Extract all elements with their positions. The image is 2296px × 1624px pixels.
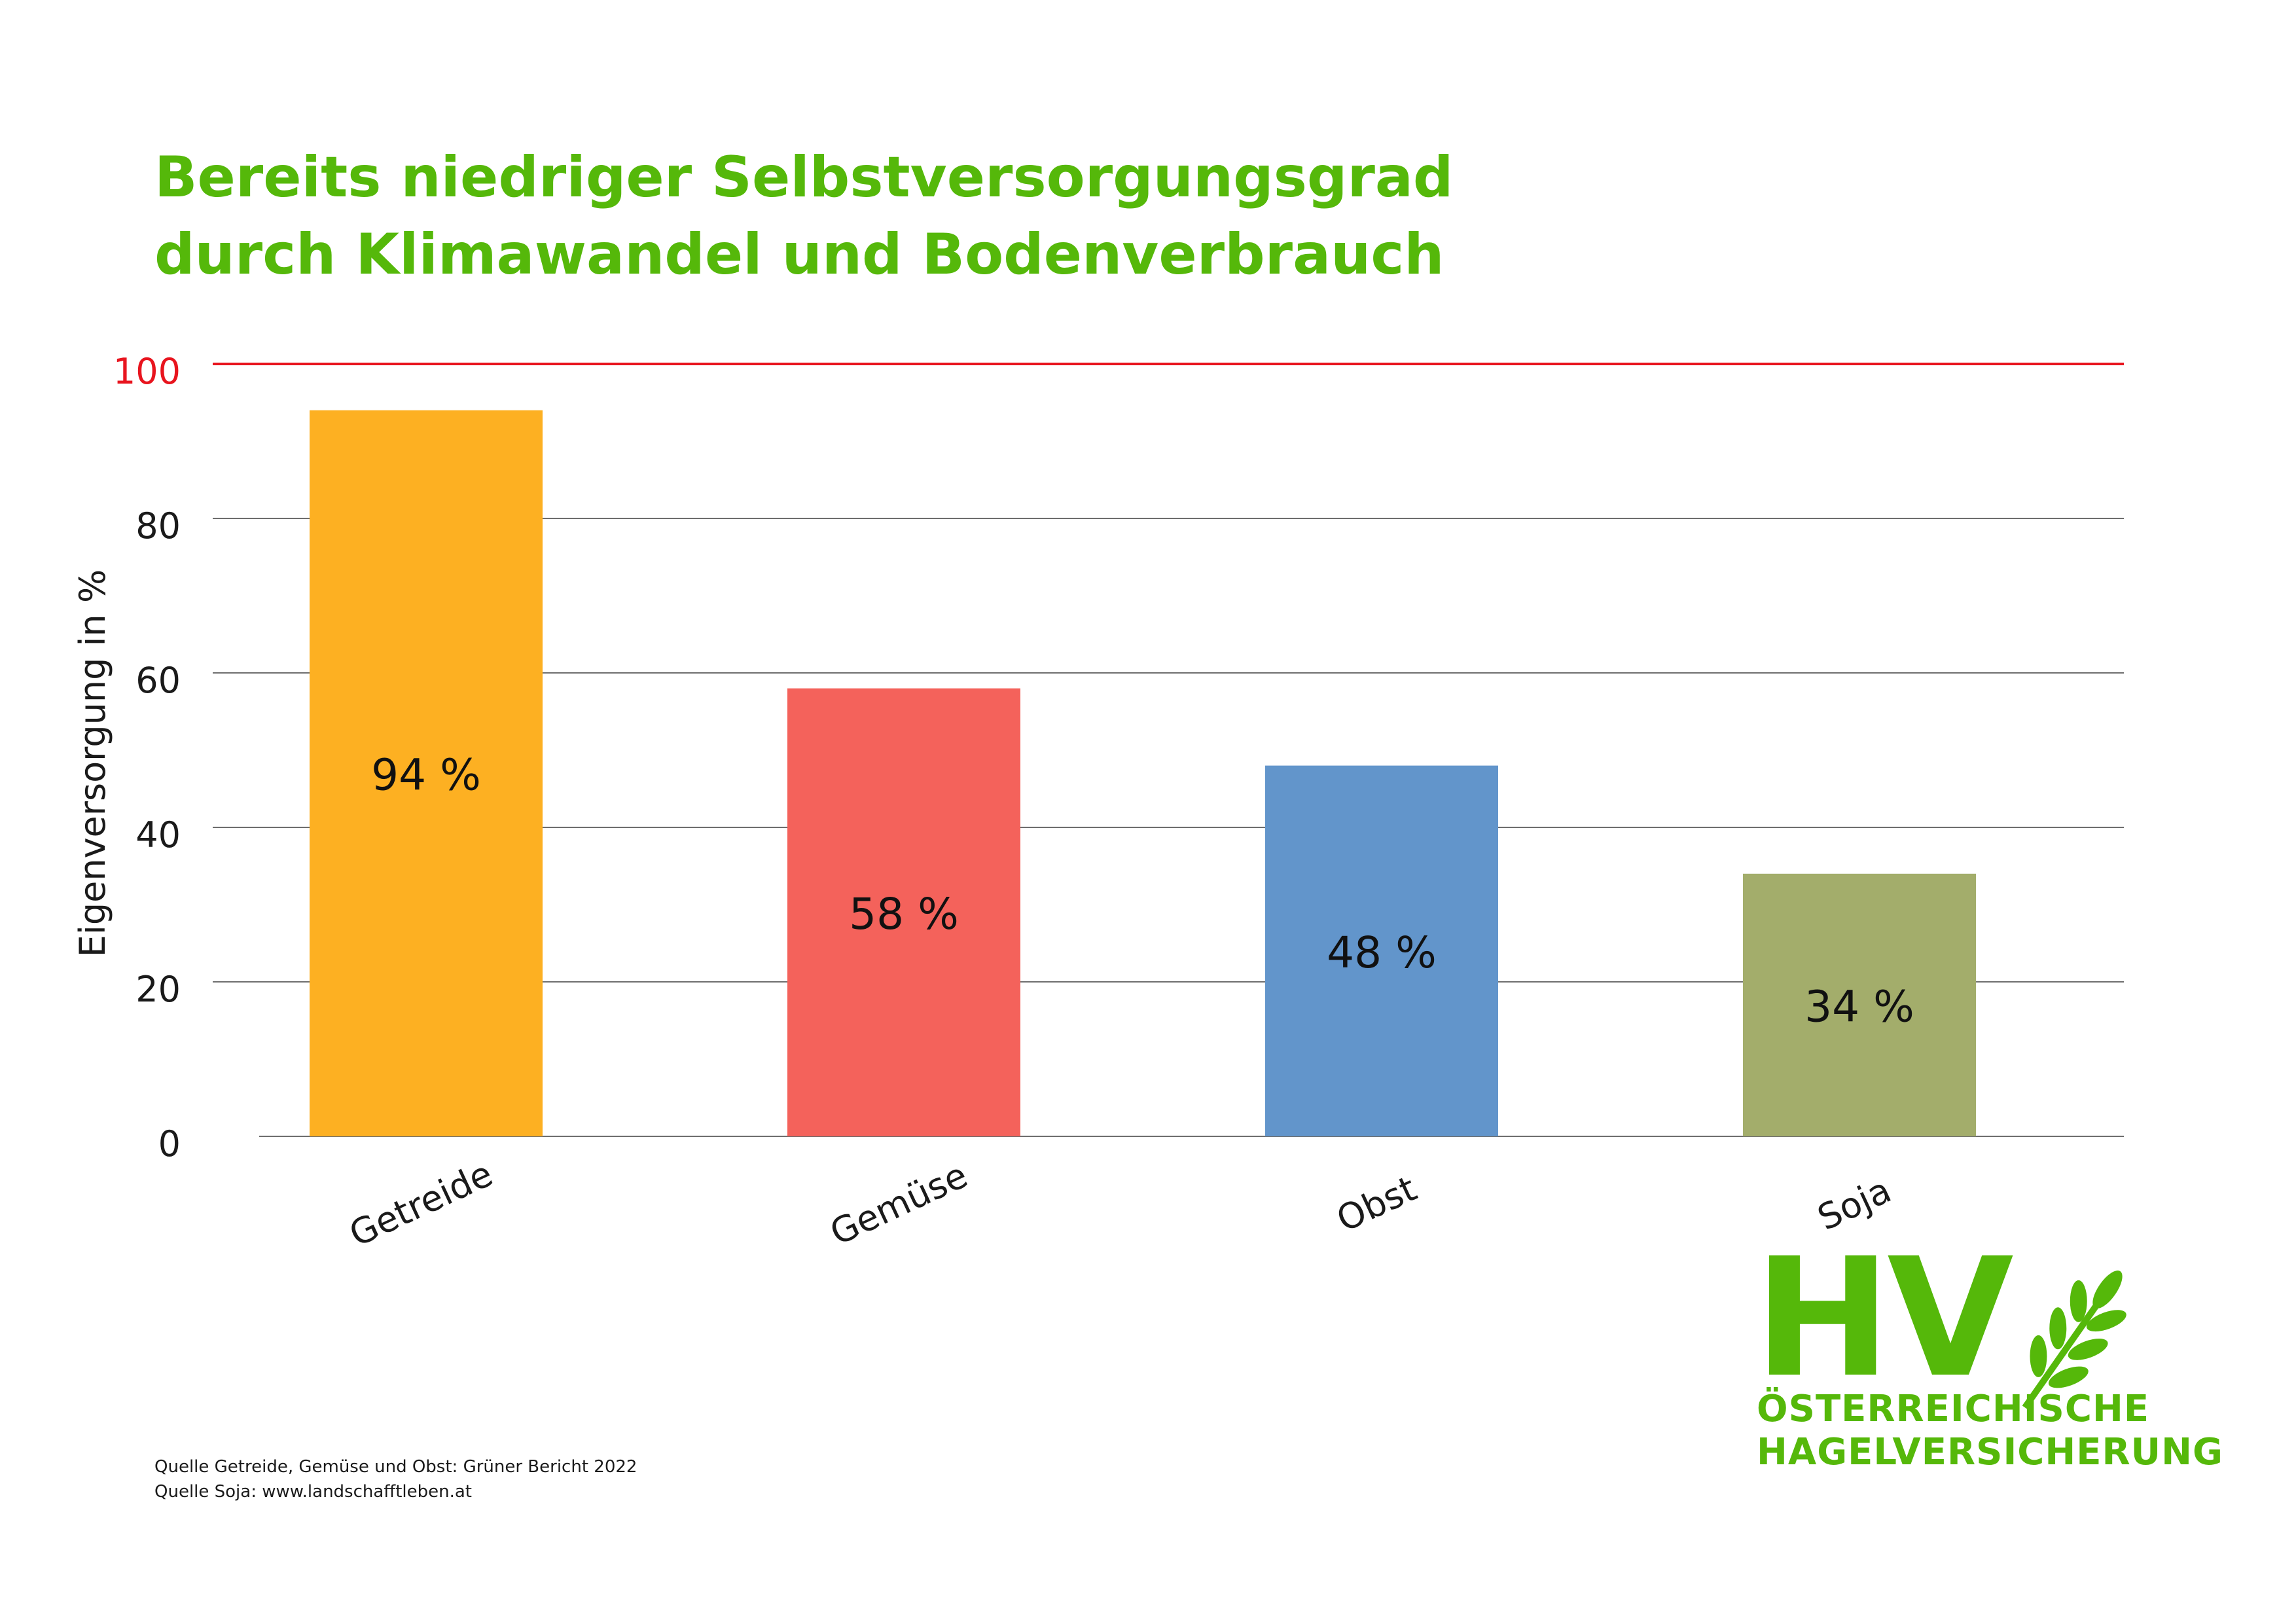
bar-obst bbox=[1265, 765, 1498, 1136]
hv-logo-letters: HV bbox=[1754, 1250, 2013, 1413]
x-tick-label-soja: Soja bbox=[1812, 1169, 1897, 1238]
y-tick-label-80: 80 bbox=[135, 505, 181, 547]
chart-title-line-1: Bereits niedriger Selbstversorgungsgrad bbox=[154, 145, 1454, 210]
y-tick-label-20: 20 bbox=[135, 969, 181, 1010]
data-label-obst: 48 % bbox=[1327, 928, 1437, 978]
logo-line-1: ÖSTERREICHISCHE bbox=[1757, 1388, 2150, 1430]
x-tick-label-getreide: Getreide bbox=[343, 1153, 499, 1255]
bar-getreide bbox=[310, 410, 543, 1136]
y-tick-label-0: 0 bbox=[158, 1123, 181, 1164]
bar-soja bbox=[1743, 873, 1976, 1136]
y-axis-title: Eigenversorgung in % bbox=[72, 569, 113, 958]
chart-title-line-2: durch Klimawandel und Bodenverbrauch bbox=[154, 222, 1444, 287]
chart-title: Bereits niedriger Selbstversorgungsgrad … bbox=[154, 139, 1453, 293]
y-tick-label-100: 100 bbox=[113, 351, 181, 392]
y-tick-label-60: 60 bbox=[135, 660, 181, 701]
logo-line-2: HAGELVERSICHERUNG bbox=[1757, 1431, 2223, 1473]
x-tick-label-gemüse: Gemüse bbox=[824, 1155, 974, 1254]
source-line-1: Quelle Getreide, Gemüse und Obst: Grüner… bbox=[154, 1457, 637, 1477]
y-tick-label-40: 40 bbox=[135, 814, 181, 856]
logo-wordmark: ÖSTERREICHISCHE HAGELVERSICHERUNG bbox=[1757, 1388, 2223, 1474]
wheat-ear-icon bbox=[2022, 1271, 2126, 1410]
data-label-soja: 34 % bbox=[1804, 981, 1914, 1032]
source-notes: Quelle Getreide, Gemüse und Obst: Grüner… bbox=[154, 1454, 637, 1504]
data-label-getreide: 94 % bbox=[371, 749, 481, 800]
bar-layer bbox=[310, 410, 1976, 1136]
source-line-2: Quelle Soja: www.landschafftleben.at bbox=[154, 1482, 472, 1502]
x-tick-label-obst: Obst bbox=[1331, 1168, 1423, 1240]
data-label-gemüse: 58 % bbox=[849, 889, 959, 939]
hv-logo-mark: HV bbox=[1754, 1250, 2126, 1413]
bar-gemüse bbox=[787, 688, 1020, 1136]
